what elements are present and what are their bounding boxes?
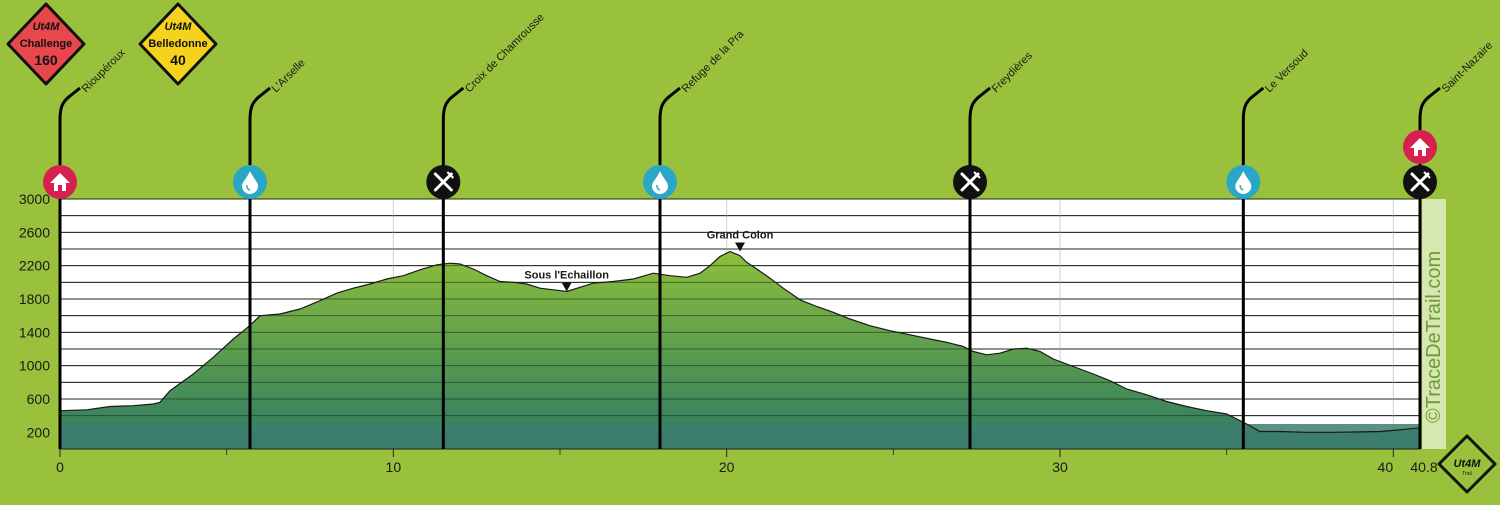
water-drop-icon <box>1226 165 1261 199</box>
fork-glyph <box>433 172 453 192</box>
badge-brand: Ut4M <box>33 21 61 33</box>
profile-area <box>60 251 1420 449</box>
badge-brand: Ut4M <box>165 21 193 33</box>
x-tick-label: 20 <box>719 459 735 475</box>
summit-label: Grand Colon <box>707 230 774 242</box>
waypoint-leader <box>1241 86 1265 449</box>
fork-tines <box>446 171 455 179</box>
home-glyph <box>1410 138 1430 156</box>
badge-line1: Belledonne <box>148 38 207 50</box>
drop-glyph <box>1235 171 1252 194</box>
x-tick-label: 30 <box>1052 459 1068 475</box>
race-badge: Ut4M Belledonne 40 <box>138 2 218 86</box>
y-tick-label: 3000 <box>19 191 50 207</box>
y-tick-label: 1800 <box>19 291 50 307</box>
watermark-text: ©TraceDeTrail.com <box>1423 251 1445 423</box>
y-tick-label: 2200 <box>19 258 50 274</box>
x-tick-label: 40 <box>1378 459 1394 475</box>
fork-tines <box>973 171 981 179</box>
waypoint-leader <box>441 86 465 449</box>
waypoint-label: Refuge de la Pra <box>680 28 747 95</box>
summit-marker <box>561 282 572 292</box>
x-end-label: 40.8 <box>1410 459 1437 475</box>
waypoint-leader <box>1418 86 1441 449</box>
badge-line1: Challenge <box>20 38 73 50</box>
drop-shine <box>246 184 251 191</box>
logo-subtext: Trail <box>1462 471 1472 477</box>
x-tick-label: 0 <box>56 459 64 475</box>
logo-diamond <box>1437 434 1497 494</box>
y-tick-label: 1400 <box>19 324 50 340</box>
fork-tines <box>1423 171 1431 179</box>
waypoint-label: Rioupéroux <box>80 47 129 96</box>
y-tick-label: 2600 <box>19 224 50 240</box>
fork-glyph <box>1410 172 1430 192</box>
drop-glyph <box>242 171 258 194</box>
y-tick-label: 600 <box>27 391 51 407</box>
waypoint-label: Freydières <box>990 50 1036 96</box>
food-icon <box>1403 165 1437 199</box>
waypoint-leader <box>58 86 81 449</box>
drop-shine <box>656 184 661 191</box>
water-drop-icon <box>233 165 267 199</box>
x-tick-label: 10 <box>386 459 402 475</box>
waypoint-label: Le Versoud <box>1263 47 1311 95</box>
y-tick-label: 200 <box>27 424 51 440</box>
water-drop-icon <box>643 165 677 199</box>
badge-line2: 160 <box>34 52 58 68</box>
badge-line2: 40 <box>170 52 186 68</box>
home-door <box>1418 150 1422 156</box>
summit-label: Sous l'Echaillon <box>524 270 609 282</box>
profile-line <box>59 250 1421 433</box>
food-icon <box>953 165 987 199</box>
summit-marker <box>735 242 745 252</box>
drop-shine <box>1239 184 1244 191</box>
logo-brand: Ut4M <box>1454 458 1482 470</box>
profile-base-band <box>60 424 1420 449</box>
home-icon <box>43 165 77 199</box>
watermark: ©TraceDeTrail.com <box>1422 199 1446 449</box>
watermark-strip <box>1422 199 1446 449</box>
waypoint-leader <box>658 86 681 449</box>
waypoint-label: Croix de Chamrousse <box>463 11 547 95</box>
fork-glyph <box>960 172 980 192</box>
y-tick-label: 1000 <box>19 358 50 374</box>
drop-glyph <box>652 171 668 194</box>
badge-diamond <box>138 2 218 86</box>
home-door <box>58 185 62 191</box>
home-icon <box>1403 130 1437 164</box>
food-icon <box>426 165 461 199</box>
badge-diamond <box>6 2 86 86</box>
home-glyph <box>50 173 70 191</box>
race-badge: Ut4M Challenge 160 <box>6 2 86 86</box>
waypoint-leader <box>248 86 271 449</box>
waypoint-label: L'Arselle <box>270 57 308 95</box>
waypoint-label: Saint-Nazaire <box>1440 40 1496 96</box>
waypoint-leader <box>968 86 991 449</box>
